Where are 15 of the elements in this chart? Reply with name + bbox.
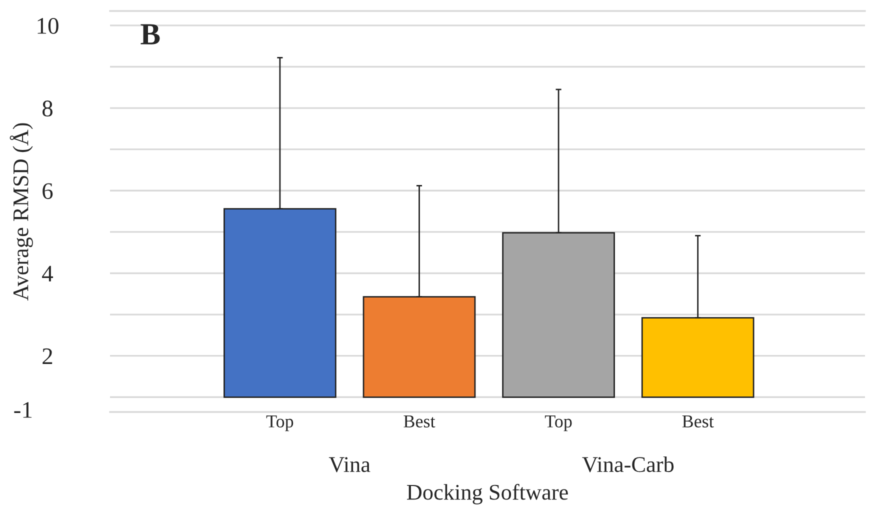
y-tick-label: 6 [42, 183, 53, 200]
y-tick-label: 10 [38, 18, 58, 34]
text: Vina-Carb [582, 456, 674, 472]
text: -1 [14, 402, 32, 418]
x-tick-label: Best [682, 415, 714, 428]
y-axis-title: Average RMSD (Å) [10, 123, 33, 301]
y-tick-label: 2 [42, 348, 52, 364]
x-axis-title: Docking Software [406, 484, 568, 504]
x-tick-label: Top [544, 415, 572, 432]
annotation: B [140, 24, 160, 44]
x-tick-label: Top [266, 415, 294, 432]
y-tick-label: 4 [42, 266, 54, 282]
text: Vina [328, 457, 370, 472]
x-tick-label: Best [404, 415, 436, 428]
y-tick-label: 8 [42, 100, 53, 116]
